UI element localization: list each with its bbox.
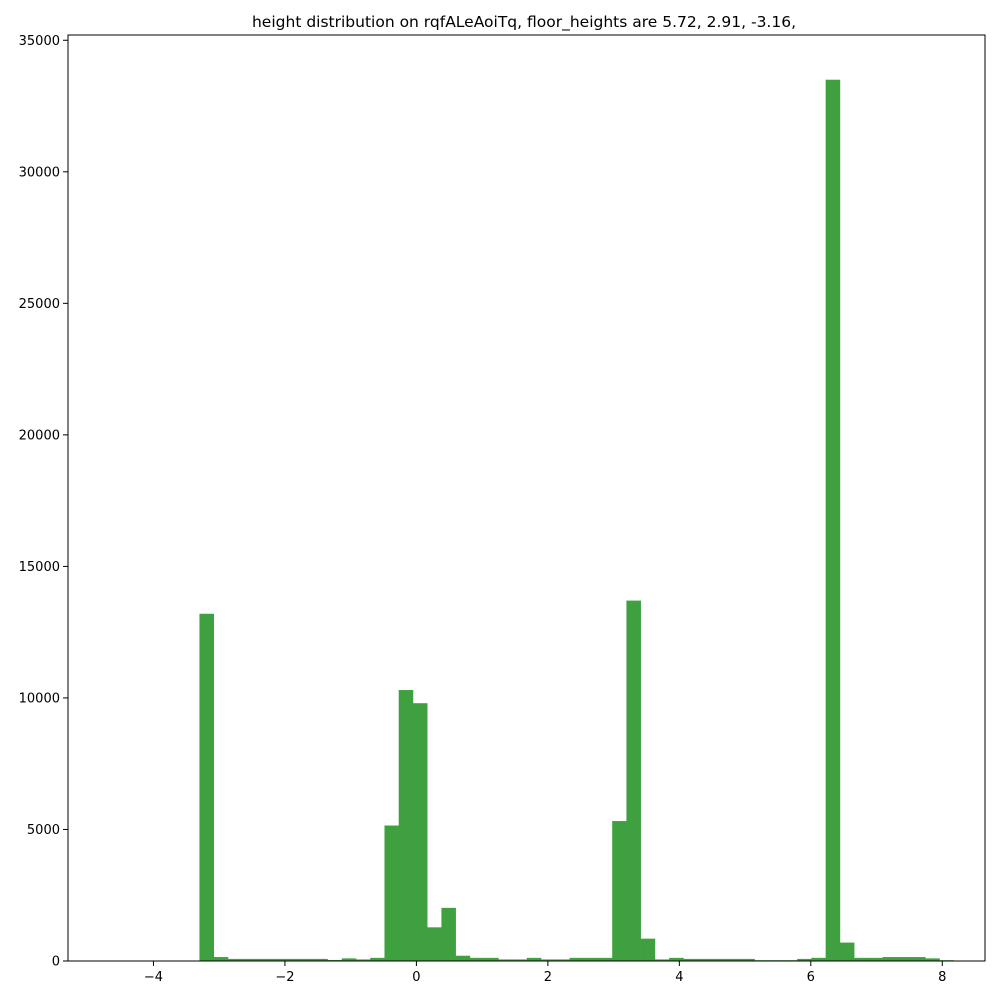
x-axis-ticks: −4 −2 0 2 4 6 8 <box>144 961 946 985</box>
histogram-bar <box>455 955 471 961</box>
histogram-bar <box>327 959 343 961</box>
histogram-bar <box>412 703 428 961</box>
histogram-bar <box>398 690 414 961</box>
histogram-bar <box>498 959 513 961</box>
y-tick-label: 10000 <box>19 691 60 706</box>
x-tick-label: 6 <box>807 970 815 985</box>
histogram-bar <box>683 958 698 961</box>
histogram-bar <box>797 958 812 961</box>
histogram-bar <box>526 957 542 961</box>
histogram-bar <box>711 958 727 961</box>
histogram-bar <box>597 957 613 961</box>
histogram-bar <box>882 957 898 961</box>
y-tick-label: 30000 <box>19 165 60 180</box>
histogram-bar <box>654 959 670 961</box>
histogram-bar <box>612 821 627 961</box>
histogram-bar <box>825 79 841 962</box>
y-tick-label: 15000 <box>19 560 60 575</box>
histogram-bar <box>242 958 257 961</box>
histogram-bar <box>356 959 371 961</box>
x-tick-label: 0 <box>412 970 420 985</box>
histogram-bar <box>384 825 400 961</box>
x-tick-label: 8 <box>938 970 946 985</box>
y-tick-label: 35000 <box>19 34 60 49</box>
histogram-bar <box>427 927 442 961</box>
y-tick-label: 5000 <box>27 823 60 838</box>
y-axis-ticks: 0 5000 10000 15000 20000 25000 30000 35000 <box>19 34 68 970</box>
histogram-bar <box>896 957 912 961</box>
histogram-bar <box>441 907 456 961</box>
histogram-bar <box>854 957 869 961</box>
histogram-bar <box>740 958 755 961</box>
y-tick-label: 20000 <box>19 428 60 443</box>
histogram-bar <box>911 957 926 961</box>
histogram-bar <box>726 958 741 961</box>
histogram-bar <box>227 958 243 961</box>
histogram-bar <box>811 957 826 961</box>
y-tick-label: 0 <box>52 955 60 970</box>
histogram-bar <box>484 957 499 961</box>
histogram-bar <box>583 957 599 961</box>
chart-title: height distribution on rqfALeAoiTq, floo… <box>252 13 796 32</box>
x-tick-label: −2 <box>275 970 294 985</box>
histogram-bar <box>868 957 883 961</box>
histogram-bar <box>697 958 713 961</box>
histogram-bar <box>313 958 328 961</box>
histogram-bar <box>341 958 357 961</box>
histogram-bar <box>370 957 385 961</box>
x-tick-label: 2 <box>544 970 552 985</box>
histogram-bar <box>256 958 271 961</box>
histogram-bar <box>284 958 300 961</box>
histogram-bar <box>669 957 684 961</box>
histogram-bar <box>626 600 641 961</box>
histogram-bar <box>640 938 656 961</box>
histogram-bar <box>469 957 485 961</box>
histogram-bar <box>299 958 314 961</box>
histogram-bar <box>199 613 215 961</box>
histogram-bar <box>839 942 855 961</box>
histogram-bar <box>541 959 556 961</box>
histogram-bar <box>270 958 286 961</box>
histogram-bar <box>213 957 229 961</box>
plot-frame <box>67 34 986 962</box>
bars-group <box>199 79 969 962</box>
histogram-bar <box>555 959 570 961</box>
y-tick-label: 25000 <box>19 297 60 312</box>
histogram-bar <box>569 957 585 961</box>
histogram-bar <box>512 959 528 961</box>
x-tick-label: 4 <box>675 970 683 985</box>
histogram-bar <box>925 958 940 961</box>
x-tick-label: −4 <box>144 970 163 985</box>
